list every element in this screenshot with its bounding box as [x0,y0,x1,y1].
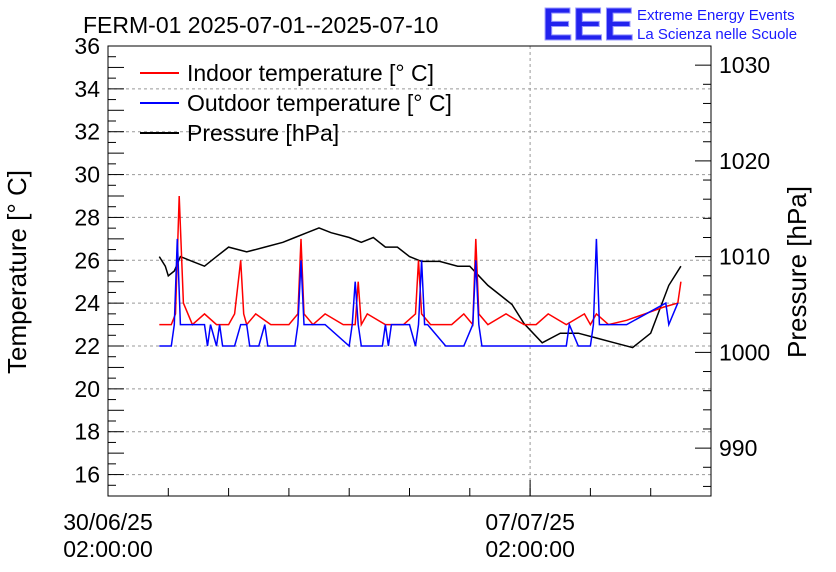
y-tick-label-right: 1000 [719,339,770,365]
x-tick-label-date: 30/06/25 [63,509,153,535]
y-axis-title-left: Temperature [° C] [2,170,32,374]
legend: Indoor temperature [° C] Outdoor temperat… [140,60,452,146]
series-line-2 [158,227,682,349]
series-group [158,195,682,349]
series-line-1 [159,238,679,348]
y-tick-label-left: 24 [74,290,100,316]
y-tick-label-left: 22 [74,333,100,359]
right-axis: 990 1000 1010 1020 1030 [695,45,770,487]
y-tick-label-left: 20 [74,376,100,402]
legend-label-1: Outdoor temperature [° C] [187,90,452,116]
x-tick-label-time: 02:00:00 [63,536,153,562]
y-tick-label-right: 1020 [719,148,770,174]
x-tick-label-date: 07/07/25 [485,509,575,535]
y-axis-title-right: Pressure [hPa] [782,186,812,358]
legend-label-0: Indoor temperature [° C] [187,60,434,86]
y-tick-label-left: 16 [74,462,100,488]
eee-logo-line1: Extreme Energy Events [637,7,795,24]
left-axis: 16 18 20 22 24 26 28 30 32 34 36 [74,33,124,497]
chart-title: FERM-01 2025-07-01--2025-07-10 [83,12,438,38]
y-tick-label-right: 1030 [719,52,770,78]
y-tick-label-right: 1010 [719,244,770,270]
y-tick-label-left: 28 [74,204,100,230]
y-tick-label-left: 34 [74,76,100,102]
eee-logo-line2: La Scienza nelle Scuole [637,26,797,43]
eee-logo-letters: EEE [542,0,634,50]
series-line-0 [159,195,682,328]
y-tick-label-left: 32 [74,119,100,145]
y-tick-label-left: 26 [74,247,100,273]
legend-label-2: Pressure [hPa] [187,120,339,146]
y-tick-label-left: 18 [74,419,100,445]
eee-logo: EEE Extreme Energy Events La Scienza nel… [542,0,798,51]
y-tick-label-left: 36 [74,33,100,59]
x-tick-label-time: 02:00:00 [485,536,575,562]
y-tick-label-right: 990 [719,435,757,461]
y-tick-label-left: 30 [74,162,100,188]
